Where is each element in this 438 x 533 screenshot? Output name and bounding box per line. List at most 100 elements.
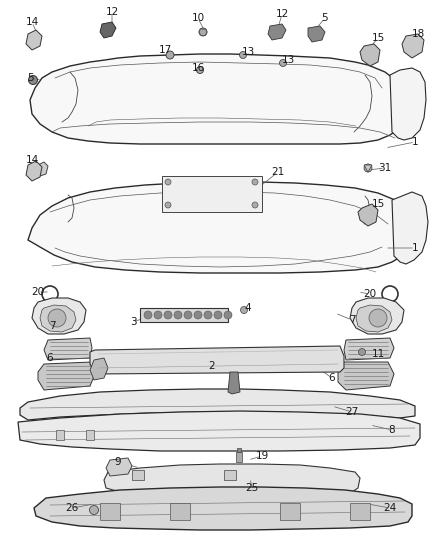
Text: 27: 27 (346, 407, 359, 417)
Polygon shape (86, 430, 94, 440)
Polygon shape (392, 192, 428, 264)
Polygon shape (28, 182, 410, 273)
Circle shape (214, 311, 222, 319)
Polygon shape (236, 452, 242, 462)
Polygon shape (34, 487, 412, 530)
Circle shape (240, 52, 247, 59)
Polygon shape (106, 458, 132, 476)
Circle shape (194, 311, 202, 319)
Polygon shape (56, 430, 64, 440)
Text: 14: 14 (25, 17, 39, 27)
Circle shape (154, 311, 162, 319)
Text: 26: 26 (65, 503, 79, 513)
Text: 7: 7 (49, 321, 55, 331)
Text: 16: 16 (191, 63, 205, 73)
Text: 13: 13 (241, 47, 254, 57)
Polygon shape (40, 305, 76, 332)
Polygon shape (350, 298, 404, 334)
Circle shape (165, 202, 171, 208)
Polygon shape (162, 176, 262, 212)
Circle shape (89, 505, 99, 514)
Text: 7: 7 (349, 315, 355, 325)
Polygon shape (26, 30, 42, 50)
Polygon shape (237, 448, 241, 452)
Text: 20: 20 (364, 289, 377, 299)
Text: 4: 4 (245, 303, 251, 313)
Polygon shape (104, 464, 360, 497)
Text: 17: 17 (159, 45, 172, 55)
Text: 24: 24 (383, 503, 397, 513)
Circle shape (165, 179, 171, 185)
Circle shape (48, 309, 66, 327)
Polygon shape (390, 68, 426, 140)
Polygon shape (100, 22, 116, 38)
Text: 11: 11 (371, 349, 385, 359)
Polygon shape (228, 372, 240, 394)
Circle shape (279, 60, 286, 67)
Polygon shape (364, 165, 372, 172)
Polygon shape (132, 470, 144, 480)
Polygon shape (358, 204, 378, 226)
Text: 20: 20 (32, 287, 45, 297)
Polygon shape (26, 161, 42, 181)
Polygon shape (280, 503, 300, 520)
Polygon shape (308, 26, 325, 42)
Polygon shape (20, 389, 415, 420)
Text: 3: 3 (130, 317, 136, 327)
Text: 12: 12 (276, 9, 289, 19)
Text: 6: 6 (47, 353, 53, 363)
Circle shape (144, 311, 152, 319)
Polygon shape (38, 362, 95, 390)
Polygon shape (350, 503, 370, 520)
Text: 2: 2 (208, 361, 215, 371)
Text: 5: 5 (321, 13, 328, 23)
Polygon shape (344, 338, 394, 360)
Polygon shape (100, 503, 120, 520)
Circle shape (204, 311, 212, 319)
Text: 15: 15 (371, 33, 385, 43)
Text: 9: 9 (115, 457, 121, 467)
Text: 12: 12 (106, 7, 119, 17)
Polygon shape (32, 298, 86, 334)
Polygon shape (18, 411, 420, 451)
Circle shape (199, 28, 207, 36)
Circle shape (369, 309, 387, 327)
Text: 31: 31 (378, 163, 392, 173)
Polygon shape (356, 305, 392, 332)
Circle shape (197, 67, 204, 74)
Circle shape (364, 164, 372, 172)
Circle shape (252, 179, 258, 185)
Circle shape (184, 311, 192, 319)
Polygon shape (268, 24, 286, 40)
Polygon shape (44, 338, 92, 360)
Text: 10: 10 (191, 13, 205, 23)
Text: 6: 6 (328, 373, 336, 383)
Circle shape (28, 76, 38, 85)
Circle shape (358, 349, 365, 356)
Polygon shape (360, 44, 380, 66)
Text: 14: 14 (25, 155, 39, 165)
Polygon shape (90, 358, 108, 380)
Polygon shape (140, 308, 228, 322)
Polygon shape (338, 362, 394, 390)
Text: 1: 1 (412, 137, 418, 147)
Circle shape (174, 311, 182, 319)
Text: 15: 15 (371, 199, 385, 209)
Polygon shape (224, 470, 236, 480)
Polygon shape (36, 162, 48, 176)
Circle shape (240, 306, 247, 313)
Circle shape (166, 51, 174, 59)
Text: 21: 21 (272, 167, 285, 177)
Text: 1: 1 (412, 243, 418, 253)
Circle shape (164, 311, 172, 319)
Polygon shape (402, 34, 424, 58)
Text: 13: 13 (281, 55, 295, 65)
Polygon shape (170, 503, 190, 520)
Text: 25: 25 (245, 483, 258, 493)
Polygon shape (90, 346, 344, 374)
Circle shape (252, 202, 258, 208)
Text: 8: 8 (389, 425, 396, 435)
Circle shape (224, 311, 232, 319)
Text: 19: 19 (255, 451, 268, 461)
Polygon shape (30, 54, 408, 144)
